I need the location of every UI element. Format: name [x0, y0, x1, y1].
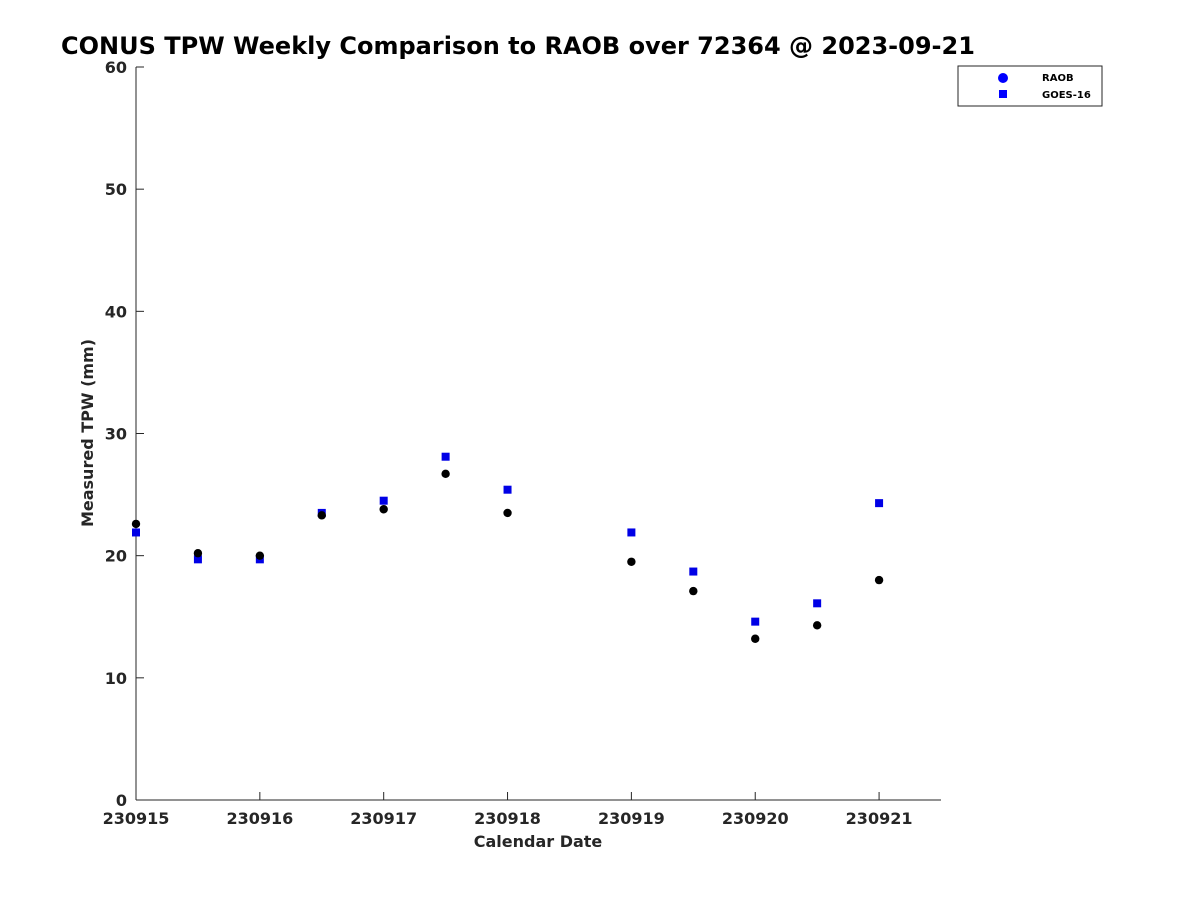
raob-point [812, 621, 822, 630]
legend-goes16-label: GOES-16 [1042, 90, 1091, 101]
raob-point [255, 551, 265, 560]
x-tick-label: 230918 [474, 809, 541, 828]
y-tick-label: 40 [105, 302, 127, 321]
raob-point [193, 549, 203, 558]
legend: RAOB GOES-16 [957, 65, 1103, 107]
series-marks [131, 452, 884, 643]
goes16-point [193, 555, 202, 564]
x-tick-label: 230919 [598, 809, 665, 828]
y-tick-label: 60 [105, 58, 127, 77]
y-tick-label: 0 [116, 791, 127, 810]
raob-point [689, 586, 698, 596]
raob-point [131, 519, 141, 529]
legend-raob-label: RAOB [1042, 73, 1074, 84]
goes16-point [875, 499, 884, 508]
y-axis-label: Measured TPW (mm) [78, 339, 97, 527]
y-tick-label: 30 [105, 425, 127, 444]
goes16-point [813, 599, 822, 608]
goes16-point [627, 528, 636, 537]
x-tick-label: 230917 [350, 809, 417, 828]
legend-box [957, 65, 1103, 107]
y-tick-label: 20 [105, 547, 127, 566]
chart-title: CONUS TPW Weekly Comparison to RAOB over… [61, 32, 975, 60]
x-tick-label: 230915 [103, 809, 170, 828]
goes16-point [441, 452, 450, 461]
x-ticks: 230915 230916 230917 230918 230919 230920 2309… [103, 792, 913, 828]
goes16-point [689, 567, 698, 576]
x-tick-label: 230916 [226, 809, 293, 828]
y-tick-label: 50 [105, 180, 127, 199]
x-axis-label: Calendar Date [474, 832, 603, 851]
goes16-point [132, 528, 140, 537]
goes16-point [751, 617, 760, 626]
y-tick-label: 10 [105, 669, 127, 688]
raob-point [751, 634, 760, 643]
raob-point [441, 469, 450, 479]
y-ticks: 0 10 20 30 40 50 60 [105, 58, 144, 810]
raob-point [627, 557, 636, 566]
x-tick-label: 230920 [722, 809, 789, 828]
legend-goes16-marker [999, 90, 1007, 98]
x-tick-label: 230921 [846, 809, 913, 828]
raob-point [317, 511, 326, 520]
raob-point [874, 575, 884, 585]
goes16-point [503, 485, 512, 494]
raob-point [503, 508, 512, 518]
legend-raob-marker [998, 73, 1008, 83]
goes16-point [379, 496, 388, 505]
raob-point [379, 505, 388, 514]
